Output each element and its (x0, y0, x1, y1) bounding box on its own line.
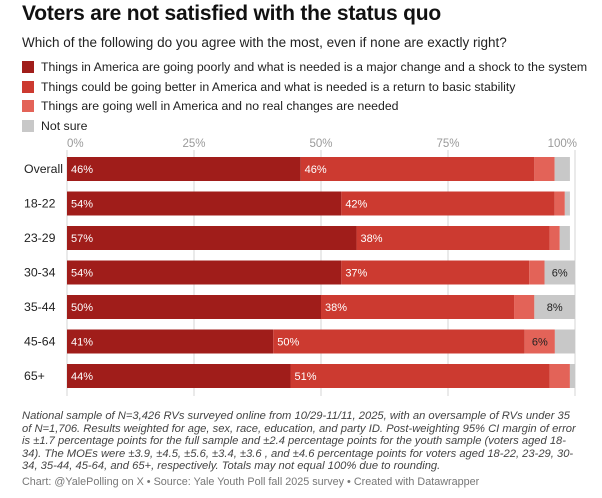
bar-segment (67, 364, 291, 388)
data-label: 6% (552, 268, 568, 280)
data-label: 46% (71, 164, 93, 176)
bar-segment (554, 191, 565, 216)
bar-segment (549, 364, 570, 388)
category-label: 65+ (24, 369, 45, 383)
bar-segment (524, 329, 555, 354)
bar-segment (544, 260, 575, 285)
data-label: 54% (71, 199, 93, 211)
legend-item-going-well: Things are going well in America and no … (22, 97, 587, 115)
chart-subtitle: Which of the following do you agree with… (22, 35, 507, 50)
bar-segment (321, 295, 515, 319)
bar-segment (549, 226, 560, 250)
data-label: 42% (345, 199, 367, 211)
legend-swatch-basic-stability (22, 80, 34, 93)
legend-item-major-change: Things in America are going poorly and w… (22, 58, 587, 76)
bar-segment (564, 191, 570, 216)
category-label: 23-29 (24, 231, 56, 245)
category-label: Overall (24, 162, 63, 176)
chart-title: Voters are not satisfied with the status… (22, 2, 442, 25)
legend-label-basic-stability: Things could be going better in America … (41, 79, 516, 94)
x-tick-label: 25% (182, 138, 205, 150)
data-label: 38% (361, 233, 383, 245)
bar-segment (67, 295, 321, 319)
bar-segment (356, 226, 550, 250)
data-label: 54% (71, 268, 93, 280)
bar-segment (67, 260, 342, 285)
x-tick-label: 100% (548, 138, 577, 150)
stacked-bar-chart: 0% 25% 50% 75% 100% Overall 46% 46% 18-22 54% 42% 2… (24, 138, 577, 396)
data-label: 38% (325, 302, 347, 314)
legend-label-major-change: Things in America are going poorly and w… (41, 60, 588, 74)
data-label: 50% (71, 302, 93, 314)
footnote: National sample of N=3,426 RVs surveyed … (22, 410, 576, 473)
bar-segment (290, 364, 550, 388)
data-label: 46% (305, 164, 327, 176)
bar-segment (67, 157, 301, 181)
bar-segment (529, 260, 545, 285)
bar-segment (67, 329, 274, 354)
bar-segment (67, 226, 357, 250)
bar-segment (569, 364, 575, 388)
legend-swatch-major-change (22, 61, 34, 73)
bar-segment (559, 226, 570, 250)
data-label: 51% (295, 371, 317, 383)
data-label: 50% (277, 337, 299, 349)
category-label: 30-34 (24, 266, 56, 280)
data-label: 41% (71, 337, 93, 349)
bar-segment (554, 157, 570, 181)
category-label: 45-64 (24, 335, 56, 349)
data-label: 37% (345, 268, 367, 280)
x-tick-label: 0% (67, 138, 84, 150)
bar-segment (273, 329, 525, 354)
category-label: 18-22 (24, 197, 56, 211)
legend-item-basic-stability: Things could be going better in America … (22, 78, 587, 96)
bar-segment (514, 295, 535, 319)
category-label: 35-44 (24, 300, 56, 314)
bar-segment (534, 295, 575, 319)
bar-segment (554, 329, 575, 354)
bar-segment (534, 157, 555, 181)
x-tick-label: 50% (309, 138, 332, 150)
legend-swatch-going-well (22, 100, 34, 112)
legend-label-not-sure: Not sure (41, 118, 88, 133)
data-label: 57% (71, 233, 93, 245)
data-label: 44% (71, 371, 93, 383)
data-label: 8% (547, 302, 563, 314)
bar-segment (341, 191, 555, 216)
data-label: 6% (532, 337, 548, 349)
legend: Things in America are going poorly and w… (22, 58, 587, 136)
bar-segment (300, 157, 535, 181)
legend-label-going-well: Things are going well in America and no … (41, 99, 399, 113)
source-line: Chart: @YalePolling on X • Source: Yale … (22, 476, 480, 488)
bar-segment (341, 260, 530, 285)
bar-segment (67, 191, 342, 216)
legend-item-not-sure: Not sure (22, 117, 587, 135)
legend-swatch-not-sure (22, 119, 34, 132)
x-tick-label: 75% (436, 138, 459, 150)
